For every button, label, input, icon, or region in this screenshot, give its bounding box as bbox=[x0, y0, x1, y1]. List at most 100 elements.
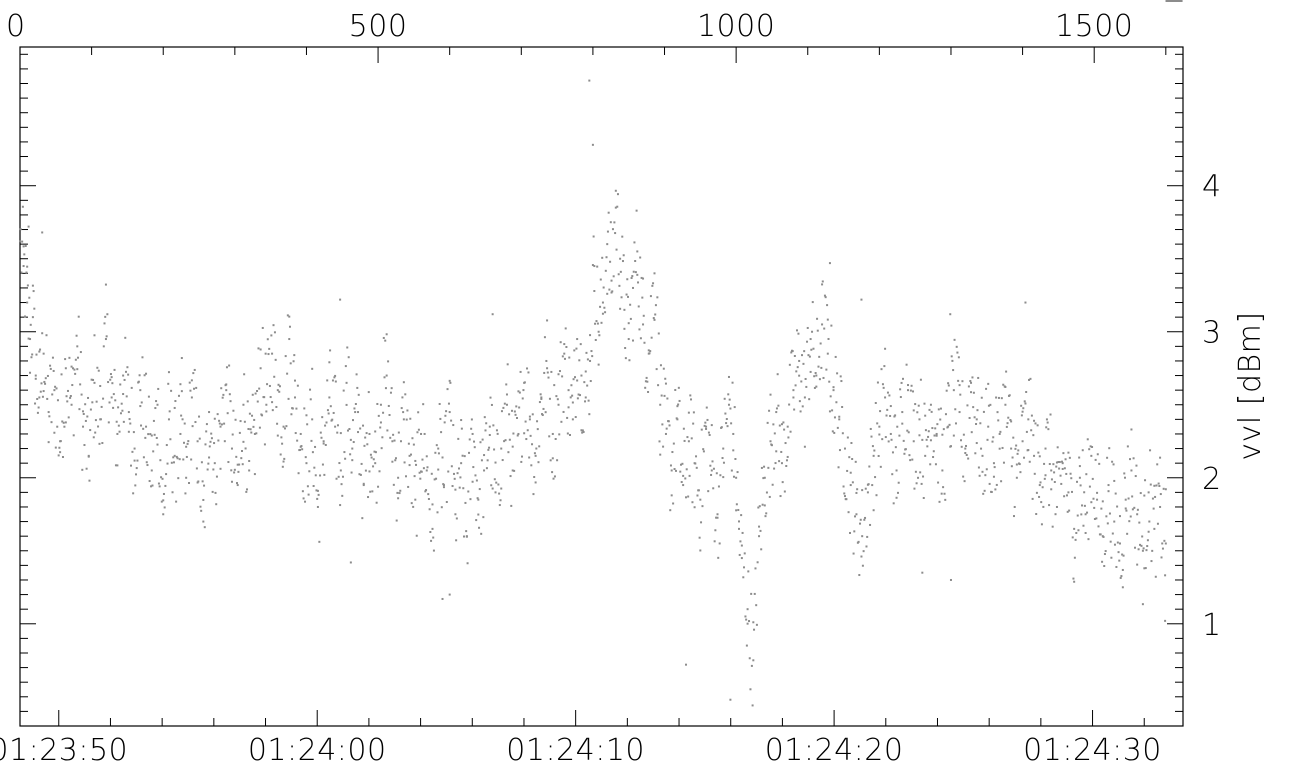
data-point bbox=[527, 371, 530, 374]
data-point bbox=[832, 389, 835, 392]
data-point bbox=[116, 432, 119, 435]
data-point bbox=[974, 452, 977, 455]
data-point bbox=[713, 540, 716, 543]
data-point bbox=[970, 381, 973, 384]
data-point bbox=[824, 296, 827, 299]
data-point bbox=[1149, 449, 1152, 452]
data-point bbox=[228, 393, 231, 396]
data-point bbox=[416, 431, 419, 434]
data-point bbox=[778, 460, 781, 463]
data-point bbox=[1122, 554, 1125, 557]
data-point bbox=[108, 401, 111, 404]
data-point bbox=[369, 490, 372, 493]
data-point bbox=[972, 406, 975, 409]
data-point bbox=[673, 468, 676, 471]
data-point bbox=[770, 444, 773, 447]
data-point bbox=[685, 496, 688, 499]
data-point bbox=[647, 349, 650, 352]
data-point bbox=[142, 456, 145, 459]
data-points bbox=[19, 0, 1183, 707]
data-point bbox=[518, 406, 521, 409]
data-point bbox=[524, 420, 527, 423]
data-point bbox=[1007, 416, 1010, 419]
data-point bbox=[312, 485, 315, 488]
data-point bbox=[1179, 0, 1182, 2]
data-point bbox=[818, 378, 821, 381]
data-point bbox=[99, 384, 102, 387]
data-point bbox=[929, 403, 932, 406]
data-point bbox=[830, 324, 833, 327]
data-point bbox=[1144, 567, 1147, 570]
data-point bbox=[114, 464, 117, 467]
data-point bbox=[1014, 447, 1017, 450]
data-point bbox=[853, 530, 856, 533]
data-point bbox=[670, 494, 673, 497]
data-point bbox=[877, 454, 880, 457]
data-point bbox=[1030, 414, 1033, 417]
data-point bbox=[611, 228, 614, 231]
data-point bbox=[896, 425, 899, 428]
data-point bbox=[218, 419, 221, 422]
data-point bbox=[848, 531, 851, 534]
data-point bbox=[839, 375, 842, 378]
data-point bbox=[978, 474, 981, 477]
data-point bbox=[740, 514, 743, 517]
data-point bbox=[334, 425, 337, 428]
data-point bbox=[1035, 491, 1038, 494]
data-point bbox=[667, 420, 670, 423]
data-point bbox=[503, 440, 506, 443]
data-point bbox=[53, 431, 56, 434]
data-point bbox=[155, 436, 158, 439]
data-point bbox=[378, 470, 381, 473]
data-point bbox=[514, 413, 517, 416]
data-point bbox=[156, 403, 159, 406]
data-point bbox=[457, 467, 460, 470]
data-point bbox=[46, 397, 49, 400]
data-point bbox=[417, 411, 420, 414]
data-point bbox=[1053, 480, 1056, 483]
data-point bbox=[107, 421, 110, 424]
data-point bbox=[612, 275, 615, 278]
data-point bbox=[466, 562, 469, 565]
data-point bbox=[234, 418, 237, 421]
data-point bbox=[130, 464, 133, 467]
data-point bbox=[701, 505, 704, 508]
data-point bbox=[811, 301, 814, 304]
data-point bbox=[209, 440, 212, 443]
data-point bbox=[362, 424, 365, 427]
data-point bbox=[451, 485, 454, 488]
data-point bbox=[361, 517, 364, 520]
data-point bbox=[727, 393, 730, 396]
data-point bbox=[442, 483, 445, 486]
data-point bbox=[382, 411, 385, 414]
data-point bbox=[244, 447, 247, 450]
data-point bbox=[180, 357, 183, 360]
data-point bbox=[91, 401, 94, 404]
data-point bbox=[907, 389, 910, 392]
data-point bbox=[220, 423, 223, 426]
data-point bbox=[38, 396, 41, 399]
data-point bbox=[318, 540, 321, 543]
data-point bbox=[879, 465, 882, 468]
data-point bbox=[902, 439, 905, 442]
data-point bbox=[687, 495, 690, 498]
data-point bbox=[997, 396, 1000, 399]
data-point bbox=[1159, 505, 1162, 508]
data-point bbox=[744, 615, 747, 618]
data-point bbox=[171, 491, 174, 494]
data-point bbox=[237, 470, 240, 473]
data-point bbox=[129, 422, 132, 425]
data-point bbox=[200, 461, 203, 464]
data-point bbox=[1002, 383, 1005, 386]
data-point bbox=[606, 292, 609, 295]
data-point bbox=[705, 427, 708, 430]
data-point bbox=[185, 455, 188, 458]
data-point bbox=[191, 425, 194, 428]
data-point bbox=[173, 406, 176, 409]
data-point bbox=[769, 440, 772, 443]
data-point bbox=[1153, 527, 1156, 530]
data-point bbox=[983, 489, 986, 492]
data-point bbox=[786, 455, 789, 458]
data-point bbox=[1062, 452, 1065, 455]
data-point bbox=[633, 241, 636, 244]
